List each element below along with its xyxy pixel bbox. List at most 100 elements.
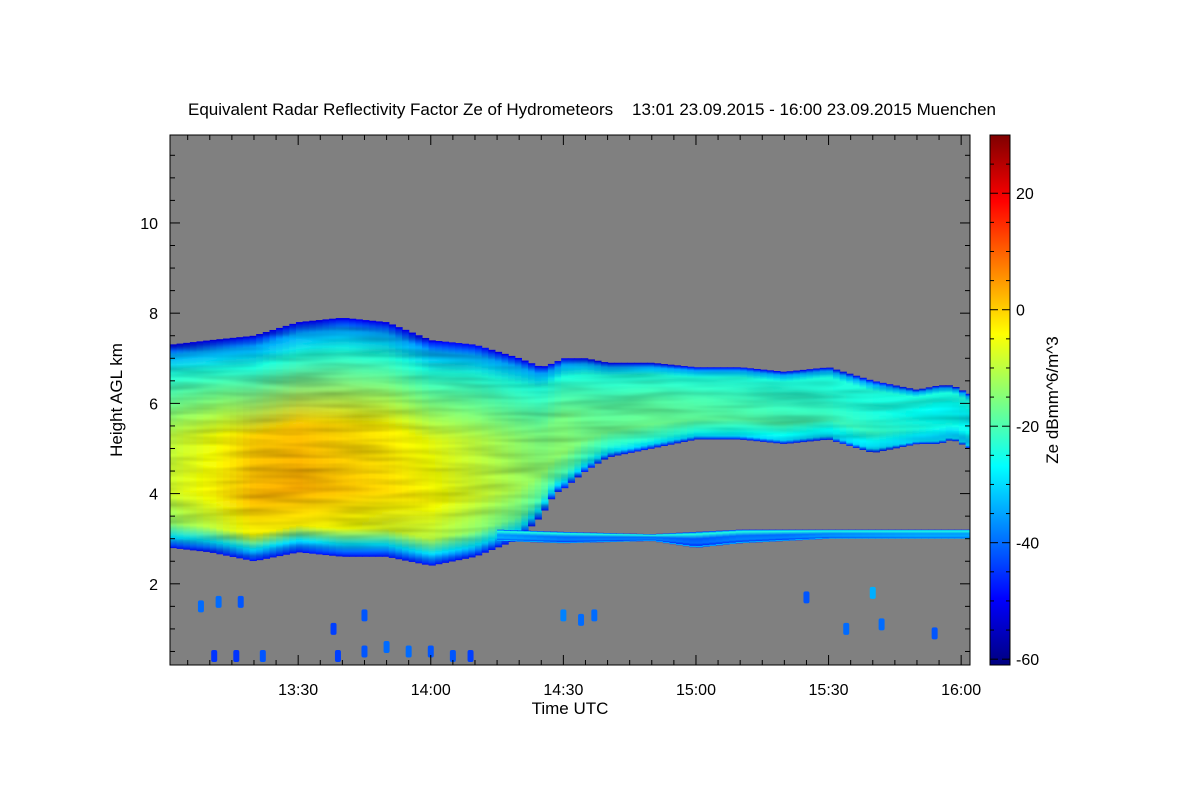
layer-column [821,529,830,539]
layer-column [623,533,631,542]
echo-point [215,595,222,608]
layer-column [793,370,801,443]
layer-column [901,529,909,539]
layer-column [494,351,503,548]
layer-column [541,366,549,511]
layer-column [702,531,710,547]
layer-column [236,337,244,559]
layer-column [925,387,934,444]
layer-column [629,533,637,542]
layer-column [813,368,821,441]
layer-column [868,529,876,539]
echo-point [330,622,337,635]
layer-column [773,371,781,444]
layer-column [368,320,377,557]
low-level-echoes [197,586,938,662]
layer-column [229,337,237,557]
layer-column [170,344,178,549]
x-axis-label: Time UTC [532,699,609,718]
layer-column [921,529,929,539]
layer-column [329,318,337,556]
colorbar-tick-label: -60 [1016,652,1039,669]
colorbar-axis: -60 -40 -20 0 20 [990,134,1039,669]
layer-column [382,322,390,557]
colorbar-tick-label: 0 [1016,303,1025,320]
layer-column [636,533,644,542]
layer-column [570,532,578,543]
layer-column [680,366,688,442]
layer-column [309,320,317,554]
layer-column [508,355,516,542]
layer-column [600,362,609,460]
layer-column [276,327,284,557]
layer-column [488,349,496,550]
layer-column [689,532,697,548]
x-axis: 13:30 14:00 14:30 15:00 15:30 16:00 [187,135,981,699]
layer-column [676,532,684,546]
colorbar-tick-label: 20 [1016,186,1034,203]
layer-column [183,342,191,550]
layer-column [534,365,542,520]
layer-column [952,387,960,442]
y-axis: 2 4 6 8 10 [140,154,970,652]
layer-column [656,533,664,543]
layer-column [576,532,584,543]
x-tick-label: 14:30 [543,682,583,699]
layer-column [395,327,403,560]
layer-column [779,371,788,444]
x-tick-label: 15:30 [809,682,849,699]
x-tick-label: 13:30 [278,682,318,699]
y-tick-label: 4 [149,487,158,504]
layer-column [640,362,648,451]
echo-point [197,600,204,613]
layer-column [919,388,927,444]
layer-column [503,530,511,542]
layer-column [866,379,874,452]
layer-column [176,343,184,549]
layer-column [786,371,794,444]
layer-column [594,360,602,464]
layer-column [755,529,763,543]
layer-column [892,385,900,449]
layer-column [908,529,916,539]
layer-column [603,533,611,543]
layer-column [782,529,790,541]
layer-column [967,529,970,539]
layer-column [806,369,814,442]
layer-column [653,363,662,448]
plot-frame [169,134,971,666]
layer-column [939,385,947,443]
layer-column [965,393,970,448]
chart-title: Equivalent Radar Reflectivity Factor Ze … [188,100,996,119]
echo-point [449,649,456,662]
layer-column [835,529,843,539]
layer-column [647,362,655,449]
layer-column [196,341,204,552]
layer-column [802,529,810,540]
layer-column [826,367,834,440]
layer-column [461,343,469,559]
layer-column [375,321,383,557]
layer-column [256,334,264,561]
layer-column [223,338,231,556]
layer-column [581,358,589,472]
layer-column [481,347,489,553]
layer-column [388,324,397,558]
layer-column [687,366,695,441]
layer-column [521,360,529,534]
layer-column [879,382,887,451]
layer-column [249,335,257,562]
layer-column [941,529,949,539]
layer-column [841,529,850,539]
layer-column [408,332,416,562]
echo-point [803,591,810,604]
layer-column [695,531,704,548]
layer-column [596,532,604,543]
echo-point [427,645,434,658]
layer-column [859,377,867,450]
layer-column [846,373,854,446]
layer-column [282,325,290,555]
layer-column [528,363,536,527]
layer-column [928,529,936,539]
layer-column [355,319,363,557]
